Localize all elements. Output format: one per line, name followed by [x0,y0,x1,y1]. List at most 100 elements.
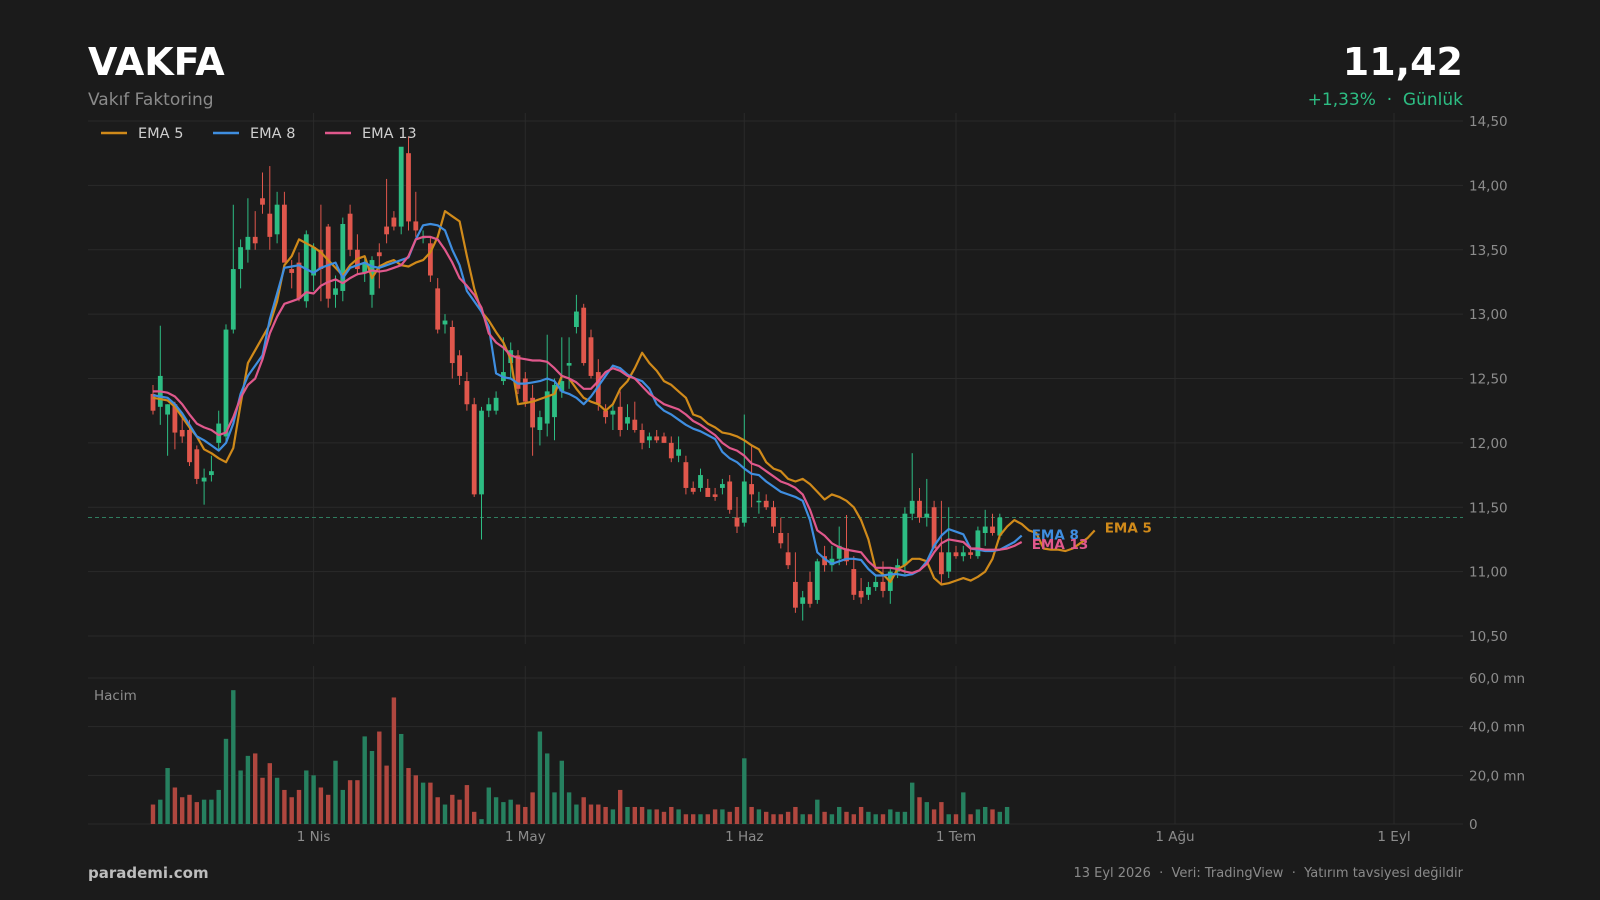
volume-bar [165,768,170,824]
candle-body [274,204,280,235]
volume-bar [676,809,681,824]
candle-body [245,236,251,250]
volume-bar [384,765,389,824]
candle-body [428,243,433,276]
ticker-symbol: VAKFA [88,40,225,84]
price-tick-label: 14,50 [1469,114,1508,130]
volume-bar [274,777,280,824]
volume-bar [472,811,477,824]
candle-body [668,442,674,459]
candle-body [960,552,966,557]
candle-body [690,487,696,492]
footer-sep-1: · [1159,866,1164,881]
candle-body [610,410,616,415]
volume-bar [566,792,572,824]
volume-bar [318,787,324,824]
volume-bar [618,789,623,824]
time-tick-label: 1 Nis [297,829,331,845]
volume-bar [493,797,499,824]
volume-bar [216,789,221,824]
legend-label: EMA 5 [138,126,183,142]
volume-tick-label: 20,0 mn [1469,768,1525,784]
candle-body [471,404,477,495]
volume-bar [180,797,185,824]
volume-bar [661,811,667,824]
candle-body [384,226,389,235]
change-percent: +1,33% [1307,90,1376,110]
volume-bar [880,814,886,824]
volume-bar [953,814,959,824]
ema-line [153,235,1023,575]
candle-body [990,526,995,533]
volume-bar [267,763,272,824]
volume-bar [603,806,608,824]
candle-body [909,500,915,514]
brand-logo-text: parademi.com [88,864,209,882]
candle-body [165,404,170,415]
candle-body [216,423,222,443]
volume-bar [975,809,981,824]
candle-body [260,198,265,205]
volume-bar [201,799,207,824]
volume-bar [946,814,951,824]
candle-body [391,217,397,227]
volume-bar [435,797,440,824]
candle-body [376,252,382,257]
volume-bar [793,806,798,824]
volume-bar [888,809,893,824]
footer-info: 13 Eyl 2026 · Veri: TradingView · Yatırı… [1073,866,1463,881]
candle-body [449,327,455,364]
ema-line [152,222,1023,577]
volume-bar [486,787,491,824]
candle-body [829,558,835,566]
price-tick-label: 14,00 [1469,178,1508,194]
volume-bar [778,814,783,824]
volume-bar [420,782,426,824]
volume-bar [347,780,353,824]
candle-body [559,381,565,392]
volume-bar [588,804,594,824]
candle-body [209,471,214,476]
candle-body [238,247,243,270]
volume-bar [581,797,586,824]
volume-bar [282,789,287,824]
price-tick-label: 12,00 [1469,436,1508,452]
volume-bar [902,811,908,824]
candle-body [858,590,864,598]
volume-bar [983,806,988,824]
candle-body [939,552,944,575]
volume-bar [530,792,535,824]
ema-end-label: EMA 5 [1105,520,1152,536]
candle-body [982,526,988,533]
candle-body [435,288,441,330]
candle-body [282,204,287,263]
volume-bar [785,811,791,824]
volume-bar [654,809,659,824]
volume-bar [800,814,805,824]
volume-bar [691,814,696,824]
volume-bar [377,731,382,824]
candle-body [793,581,798,608]
candle-body [785,552,791,566]
volume-bar [450,794,455,824]
volume-bar [669,806,674,824]
candle-body [931,507,937,549]
candle-body [267,213,273,237]
volume-bar [807,814,813,824]
price-tick-label: 13,00 [1469,307,1508,323]
candle-body [413,221,419,231]
legend-label: EMA 13 [362,126,417,142]
price-tick-label: 11,00 [1469,565,1508,581]
volume-bar [742,758,747,824]
candle-body [296,262,302,299]
volume-tick-label: 40,0 mn [1469,720,1525,736]
candle-body [595,372,601,405]
candle-body [574,311,579,327]
candle-body [720,484,725,488]
volume-bar [150,804,156,824]
volume-bar [194,802,199,824]
volume-bar [997,811,1002,824]
time-tick-label: 1 Tem [936,829,976,845]
volume-bar [939,802,944,824]
